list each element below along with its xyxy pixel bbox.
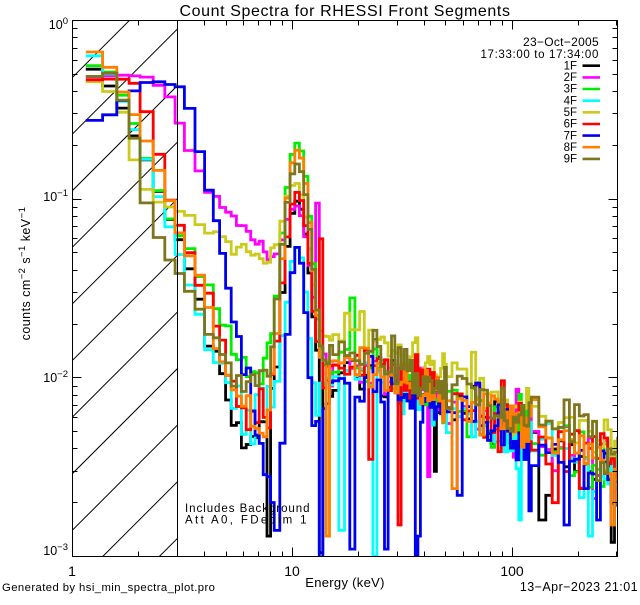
svg-text:13−Apr−2023 21:01: 13−Apr−2023 21:01	[520, 580, 638, 594]
svg-text:Includes Background: Includes Background	[185, 503, 310, 515]
svg-text:100: 100	[500, 563, 524, 579]
svg-text:Att A0, FDecim 1: Att A0, FDecim 1	[185, 515, 309, 527]
svg-text:23−Oct−2005: 23−Oct−2005	[523, 35, 599, 49]
svg-text:2F: 2F	[564, 72, 577, 84]
svg-text:Count Spectra for RHESSI Front: Count Spectra for RHESSI Front Segments	[179, 3, 510, 20]
svg-text:17:33:00 to 17:34:00: 17:33:00 to 17:34:00	[480, 49, 599, 61]
svg-text:10: 10	[284, 563, 300, 579]
svg-text:1F: 1F	[564, 60, 577, 72]
svg-text:1: 1	[68, 563, 76, 579]
svg-text:5F: 5F	[564, 107, 577, 119]
svg-text:6F: 6F	[564, 119, 577, 131]
svg-text:Generated by hsi_min_spectra_p: Generated by hsi_min_spectra_plot.pro	[2, 582, 215, 594]
svg-text:3F: 3F	[564, 84, 577, 96]
svg-text:7F: 7F	[564, 130, 577, 142]
svg-text:Energy (keV): Energy (keV)	[305, 575, 384, 590]
svg-text:8F: 8F	[564, 142, 577, 154]
svg-text:9F: 9F	[564, 154, 577, 166]
svg-text:counts cm−2 s−1 keV−1: counts cm−2 s−1 keV−1	[17, 207, 33, 341]
svg-text:4F: 4F	[564, 95, 577, 107]
